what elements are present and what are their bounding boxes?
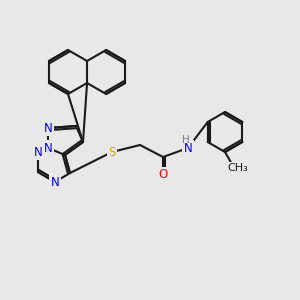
Text: N: N [44,142,52,154]
Text: CH₃: CH₃ [228,163,248,173]
Text: N: N [44,122,52,134]
Text: N: N [184,142,192,154]
Text: S: S [108,146,116,158]
Text: N: N [34,146,42,158]
Text: O: O [158,169,168,182]
Text: N: N [51,176,59,188]
Text: H: H [182,135,190,145]
